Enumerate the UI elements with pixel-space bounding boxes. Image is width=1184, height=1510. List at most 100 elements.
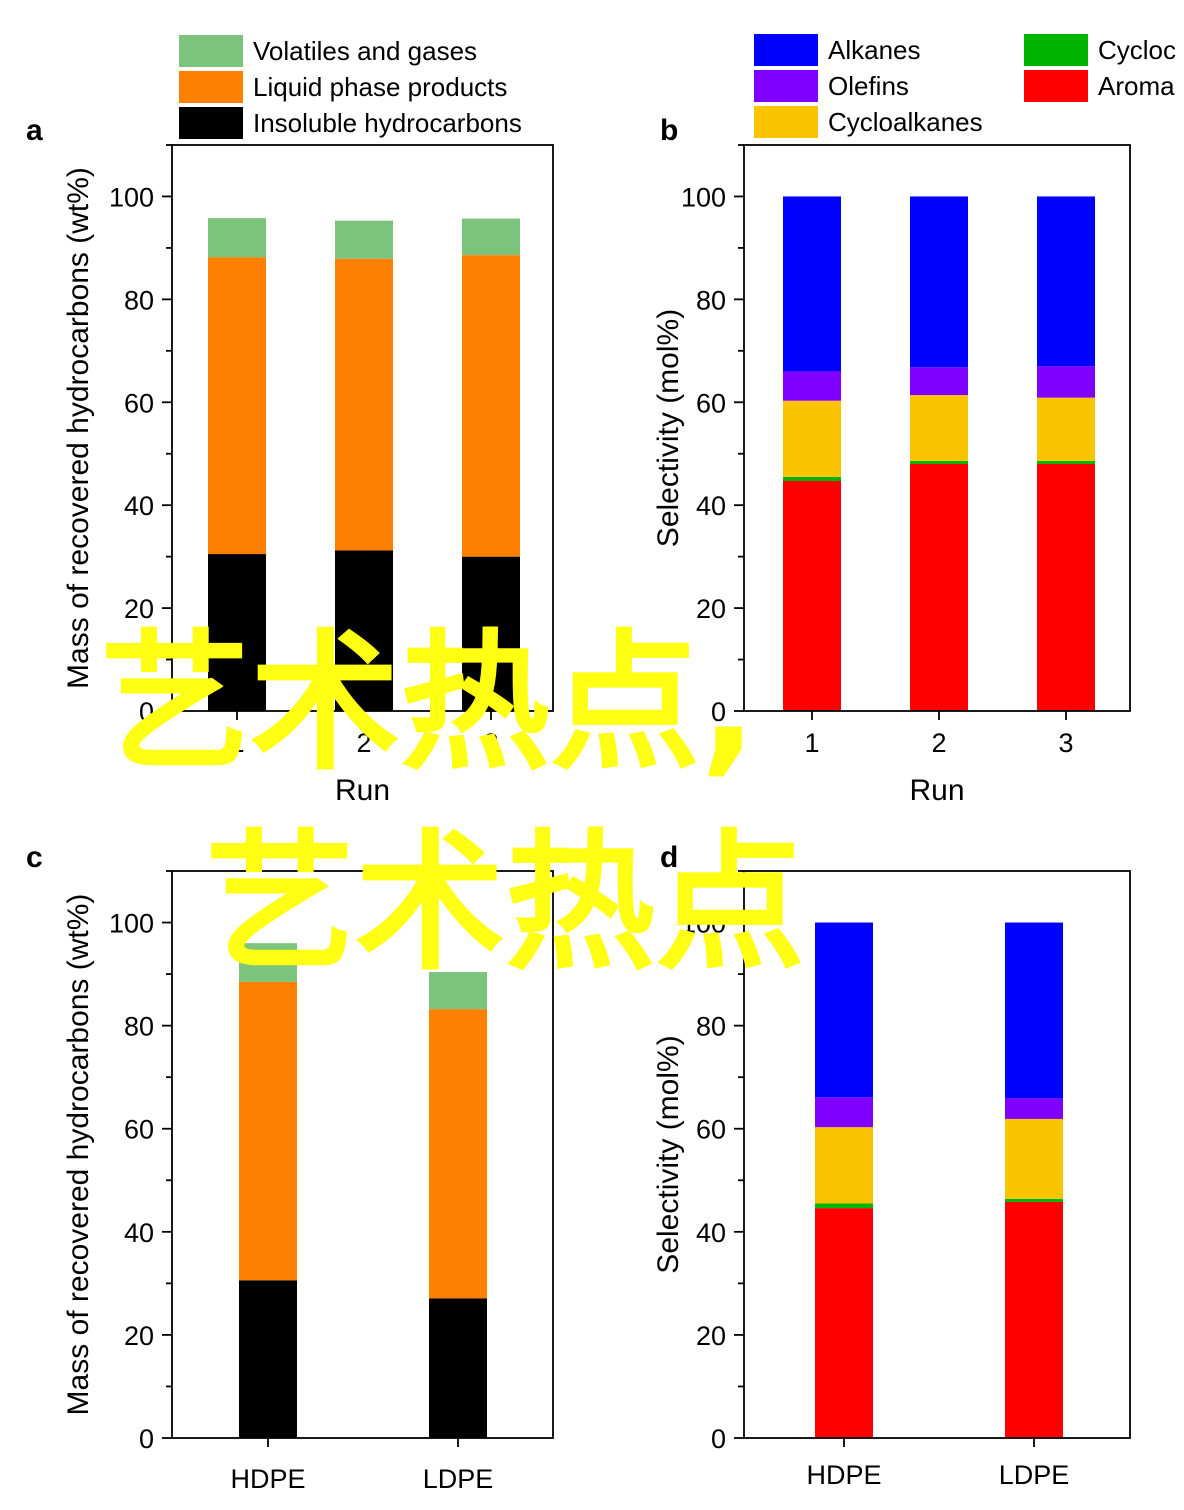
x-tick-label-c: LDPE bbox=[423, 1464, 494, 1494]
y-tick-label-b: 40 bbox=[696, 491, 726, 521]
panel-d: 0 20 40 60 80 100 HDPE LDPE Selectivity (mol%) d bbox=[652, 841, 1131, 1490]
bar-b-3-olefins bbox=[1037, 366, 1095, 398]
bar-b-1-olefins bbox=[783, 371, 841, 401]
bar-b-2-aroma bbox=[910, 464, 968, 711]
y-tick-label-c: 80 bbox=[124, 1012, 154, 1042]
watermark-line-2: 艺术热点 bbox=[205, 817, 805, 991]
y-axis-title-d: Selectivity (mol%) bbox=[652, 1035, 685, 1273]
y-tick-label-b: 100 bbox=[681, 182, 726, 212]
plot-frame-a bbox=[171, 144, 554, 712]
legend-label: Cycloc bbox=[1098, 35, 1176, 65]
bar-d-HDPE-olefins bbox=[815, 1097, 873, 1128]
bar-d-LDPE-cycloc bbox=[1005, 1198, 1063, 1202]
y-tick-label-b: 0 bbox=[711, 697, 726, 727]
legend-a: Volatiles and gases Liquid phase products… bbox=[179, 35, 522, 139]
bar-a-2-liquid-phase-products bbox=[335, 258, 393, 551]
bar-b-1-cycloc bbox=[783, 476, 841, 481]
panel-c: 0 20 40 60 80 100 HDPE LDPE Mass of recovered hy… bbox=[26, 841, 554, 1494]
bar-a-1-volatiles-and-gases bbox=[208, 218, 266, 258]
legend-label: Olefins bbox=[828, 71, 909, 101]
y-tick-label-b: 20 bbox=[696, 594, 726, 624]
bar-b-2-alkanes bbox=[910, 196, 968, 368]
legend-label: Liquid phase products bbox=[253, 72, 507, 102]
bar-c-LDPE-volatiles-and-gases bbox=[429, 972, 487, 1010]
plot-frame-b bbox=[743, 144, 1131, 712]
legend-swatch bbox=[1024, 34, 1088, 66]
panel-a: 0 20 40 60 80 100 1 2 3 Run Mass of recovered hydr… bbox=[26, 114, 554, 807]
legend-swatch bbox=[1024, 70, 1088, 102]
bar-b-2-olefins bbox=[910, 367, 968, 396]
legend-swatch bbox=[754, 70, 818, 102]
y-tick-label-d: 40 bbox=[696, 1218, 726, 1248]
legend-b: Alkanes Olefins Cycloalkanes Cycloc Aroma bbox=[754, 34, 1176, 138]
y-tick-label-d: 20 bbox=[696, 1321, 726, 1351]
y-tick-label-a: 0 bbox=[139, 697, 154, 727]
bar-a-1-insoluble-hydrocarbons bbox=[208, 554, 266, 711]
y-tick-label-c: 60 bbox=[124, 1115, 154, 1145]
panel-letter-c: c bbox=[26, 841, 43, 874]
bar-d-LDPE-aroma bbox=[1005, 1201, 1063, 1438]
watermark-line-1: 艺术热点, bbox=[100, 617, 757, 791]
legends-layer: Volatiles and gases Liquid phase products… bbox=[179, 34, 1176, 139]
bar-d-HDPE-cycloc bbox=[815, 1203, 873, 1209]
x-axis-title-a: Run bbox=[335, 774, 390, 807]
bar-a-3-liquid-phase-products bbox=[462, 255, 520, 557]
bar-c-LDPE-insoluble-hydrocarbons bbox=[429, 1298, 487, 1438]
legend-label: Cycloalkanes bbox=[828, 107, 983, 137]
bar-b-1-alkanes bbox=[783, 196, 841, 372]
bar-d-LDPE-cycloalkanes bbox=[1005, 1118, 1063, 1199]
panel-letter-b: b bbox=[660, 114, 678, 147]
x-tick-label-b: 1 bbox=[804, 728, 819, 758]
bar-a-3-insoluble-hydrocarbons bbox=[462, 556, 520, 711]
bar-b-3-cycloc bbox=[1037, 460, 1095, 465]
bar-d-LDPE-alkanes bbox=[1005, 922, 1063, 1099]
bar-a-2-volatiles-and-gases bbox=[335, 220, 393, 259]
y-tick-label-a: 80 bbox=[124, 285, 154, 315]
legend-swatch bbox=[179, 107, 243, 139]
panel-letter-d: d bbox=[660, 841, 678, 874]
bar-b-1-aroma bbox=[783, 480, 841, 711]
y-tick-label-d: 100 bbox=[681, 909, 726, 939]
bar-d-HDPE-alkanes bbox=[815, 922, 873, 1098]
x-tick-label-d: HDPE bbox=[806, 1460, 881, 1490]
y-axis-title-c: Mass of recovered hydrocarbons (wt%) bbox=[62, 894, 95, 1416]
legend-label: Aroma bbox=[1098, 71, 1175, 101]
bar-d-LDPE-olefins bbox=[1005, 1098, 1063, 1119]
plot-frame-c bbox=[171, 870, 554, 1439]
y-tick-label-a: 40 bbox=[124, 491, 154, 521]
watermark: 艺术热点, 艺术热点 bbox=[100, 617, 805, 991]
y-tick-label-c: 40 bbox=[124, 1218, 154, 1248]
bar-b-3-aroma bbox=[1037, 464, 1095, 711]
x-tick-label-a: 3 bbox=[483, 728, 498, 758]
y-tick-label-a: 20 bbox=[124, 594, 154, 624]
x-tick-label-a: 2 bbox=[356, 728, 371, 758]
x-tick-label-b: 2 bbox=[931, 728, 946, 758]
y-tick-label-a: 60 bbox=[124, 388, 154, 418]
y-tick-label-b: 60 bbox=[696, 388, 726, 418]
legend-swatch bbox=[754, 106, 818, 138]
x-tick-label-a: 1 bbox=[229, 728, 244, 758]
bar-c-LDPE-liquid-phase-products bbox=[429, 1009, 487, 1299]
panel-letter-a: a bbox=[26, 114, 43, 147]
bar-b-1-cycloalkanes bbox=[783, 400, 841, 477]
bar-b-2-cycloalkanes bbox=[910, 395, 968, 461]
legend-label: Insoluble hydrocarbons bbox=[253, 108, 522, 138]
bar-b-3-alkanes bbox=[1037, 196, 1095, 367]
bar-c-HDPE-liquid-phase-products bbox=[239, 981, 297, 1281]
y-tick-label-d: 80 bbox=[696, 1012, 726, 1042]
y-tick-label-c: 0 bbox=[139, 1424, 154, 1454]
bar-a-2-insoluble-hydrocarbons bbox=[335, 550, 393, 711]
legend-swatch bbox=[179, 35, 243, 67]
bar-a-3-volatiles-and-gases bbox=[462, 218, 520, 256]
x-tick-label-d: LDPE bbox=[999, 1460, 1070, 1490]
bar-c-HDPE-volatiles-and-gases bbox=[239, 943, 297, 982]
y-tick-label-d: 60 bbox=[696, 1115, 726, 1145]
y-tick-label-c: 20 bbox=[124, 1321, 154, 1351]
legend-swatch bbox=[754, 34, 818, 66]
legend-swatch bbox=[179, 71, 243, 103]
x-tick-label-b: 3 bbox=[1058, 728, 1073, 758]
y-tick-label-b: 80 bbox=[696, 285, 726, 315]
bar-a-1-liquid-phase-products bbox=[208, 257, 266, 555]
bar-d-HDPE-aroma bbox=[815, 1208, 873, 1438]
